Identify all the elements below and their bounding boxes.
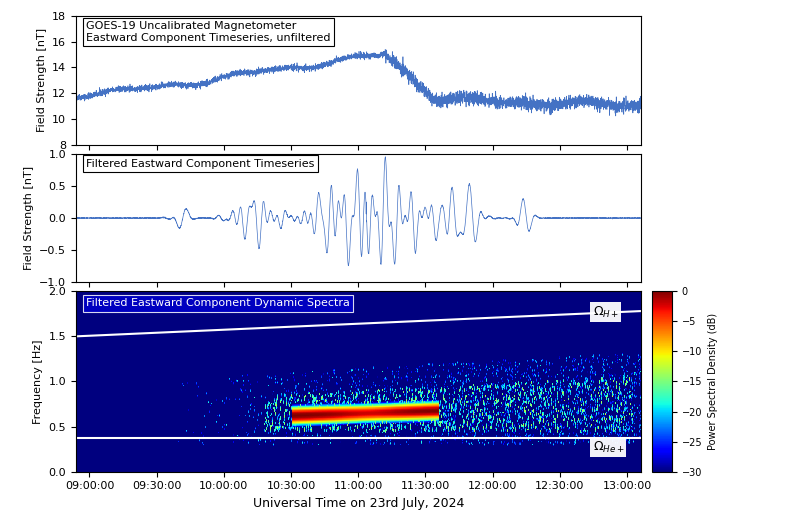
Y-axis label: Frequency [Hz]: Frequency [Hz]	[33, 339, 43, 423]
Text: GOES-19 Uncalibrated Magnetometer
Eastward Component Timeseries, unfiltered: GOES-19 Uncalibrated Magnetometer Eastwa…	[86, 21, 330, 42]
Y-axis label: Field Strength [nT]: Field Strength [nT]	[37, 28, 46, 132]
Text: Filtered Eastward Component Dynamic Spectra: Filtered Eastward Component Dynamic Spec…	[86, 298, 350, 308]
Y-axis label: Power Spectral Density (dB): Power Spectral Density (dB)	[708, 313, 718, 450]
Text: Filtered Eastward Component Timeseries: Filtered Eastward Component Timeseries	[86, 158, 314, 169]
Text: $\Omega_{He+}$: $\Omega_{He+}$	[593, 440, 624, 455]
Y-axis label: Field Strength [nT]: Field Strength [nT]	[24, 166, 34, 270]
X-axis label: Universal Time on 23rd July, 2024: Universal Time on 23rd July, 2024	[253, 497, 464, 510]
Text: $\Omega_{H+}$: $\Omega_{H+}$	[593, 305, 619, 320]
